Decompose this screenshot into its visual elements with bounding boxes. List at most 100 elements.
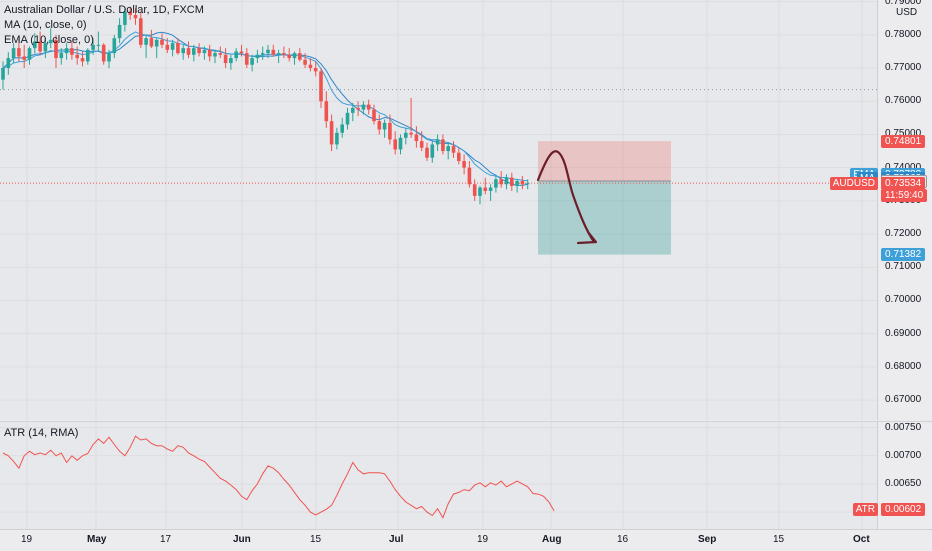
candle-63: [335, 127, 339, 150]
candle-90: [478, 185, 482, 205]
candle-body-15: [80, 58, 85, 62]
candle-87: [462, 154, 466, 175]
candle-body-96: [510, 177, 514, 186]
candle-body-19: [101, 44, 106, 62]
price-tag-4: 0.73534: [881, 176, 926, 190]
candle-body-71: [377, 121, 382, 130]
candle-18: [96, 31, 101, 52]
candle-body-2: [11, 48, 16, 59]
price-tick-5: 0.74000: [885, 161, 922, 173]
drawn-arrow-head: [576, 230, 598, 245]
candle-10: [54, 34, 58, 69]
candle-body-60: [319, 71, 323, 102]
candle-68: [361, 101, 366, 115]
time-tick-10: 15: [773, 534, 785, 545]
candle-body-12: [64, 48, 69, 54]
candle-93: [494, 175, 498, 193]
candle-body-74: [393, 139, 397, 150]
candle-61: [324, 91, 329, 128]
candle-24: [128, 6, 132, 20]
candle-body-42: [223, 54, 228, 64]
candle-7: [38, 31, 42, 55]
candle-body-59: [313, 68, 318, 72]
time-tick-1: May: [87, 534, 107, 545]
candle-body-38: [202, 49, 207, 54]
candle-body-51: [271, 49, 276, 55]
candle-body-98: [520, 180, 525, 185]
candle-body-30: [160, 39, 164, 45]
candle-body-17: [91, 44, 95, 50]
candle-76: [404, 127, 408, 145]
price-tick-9: 0.70000: [885, 294, 922, 306]
candle-94: [499, 170, 503, 188]
candle-body-49: [260, 53, 265, 55]
candle-body-24: [128, 11, 132, 15]
price-axis[interactable]: USD 0.79000 0.78000 0.77000 0.76000 0.75000 0…: [877, 0, 932, 420]
candle-body-53: [282, 53, 286, 55]
candle-72: [382, 119, 387, 138]
atr-chart[interactable]: [0, 422, 877, 529]
target-zone: [538, 181, 671, 255]
candle-88: [467, 161, 472, 188]
candle-79: [419, 131, 424, 152]
price-tick-8: 0.71000: [885, 261, 922, 273]
candle-body-52: [276, 53, 281, 55]
candle-body-27: [144, 38, 148, 45]
candle-body-43: [229, 58, 233, 64]
chart-title: Australian Dollar / U.S. Dollar, 1D, FXC…: [4, 4, 204, 16]
candle-body-81: [430, 144, 435, 158]
atr-pane[interactable]: ATR (14, RMA): [0, 421, 877, 529]
candle-body-31: [165, 44, 170, 50]
price-chart[interactable]: [0, 0, 877, 420]
candle-body-16: [86, 49, 90, 62]
candle-body-64: [340, 124, 344, 133]
candle-91: [483, 177, 488, 195]
price-tick-7: 0.72000: [885, 228, 922, 240]
candle-body-29: [154, 39, 159, 47]
candle-body-61: [324, 101, 329, 122]
candle-55: [292, 51, 297, 65]
candle-65: [345, 107, 350, 130]
candle-body-80: [425, 147, 429, 158]
candle-67: [356, 101, 360, 117]
candle-body-77: [409, 132, 413, 135]
candle-body-91: [483, 187, 488, 191]
candle-body-21: [112, 38, 117, 54]
candle-body-10: [54, 39, 58, 59]
candle-body-28: [149, 38, 154, 47]
atr-value-tag: 0.00602: [881, 503, 926, 517]
candle-body-73: [388, 122, 392, 140]
atr-tick-1: 0.00700: [885, 449, 922, 461]
candle-body-40: [213, 53, 217, 57]
price-chart-pane[interactable]: Australian Dollar / U.S. Dollar, 1D, FXC…: [0, 0, 877, 420]
candle-49: [260, 46, 265, 60]
atr-tick-0: 0.00750: [885, 421, 922, 433]
candle-15: [80, 51, 85, 67]
candle-body-8: [43, 43, 48, 52]
ma-legend: MA (10, close, 0): [4, 19, 87, 31]
candle-35: [186, 41, 191, 59]
candle-53: [282, 46, 286, 59]
candle-body-78: [414, 134, 419, 142]
candle-71: [377, 114, 382, 135]
candle-body-54: [287, 54, 291, 59]
candle-75: [398, 134, 403, 155]
candle-84: [446, 142, 450, 160]
candle-body-62: [329, 121, 334, 145]
candle-16: [86, 48, 90, 65]
time-tick-4: 15: [310, 534, 322, 545]
candle-50: [266, 44, 270, 59]
candle-29: [154, 38, 159, 59]
time-axis[interactable]: 19 May 17 Jun 15 Jul 19 Aug 16 Sep 15 Oct: [0, 529, 932, 551]
candle-80: [425, 142, 429, 162]
candle-body-23: [123, 11, 127, 25]
candle-62: [329, 114, 334, 152]
price-tag-label-4: AUDUSD: [829, 176, 878, 190]
candle-body-0: [1, 68, 5, 80]
candle-81: [430, 141, 435, 163]
candle-78: [414, 126, 419, 148]
candle-body-26: [139, 18, 143, 45]
candle-70: [372, 104, 376, 125]
candle-body-75: [398, 137, 403, 150]
candle-58: [308, 58, 313, 72]
